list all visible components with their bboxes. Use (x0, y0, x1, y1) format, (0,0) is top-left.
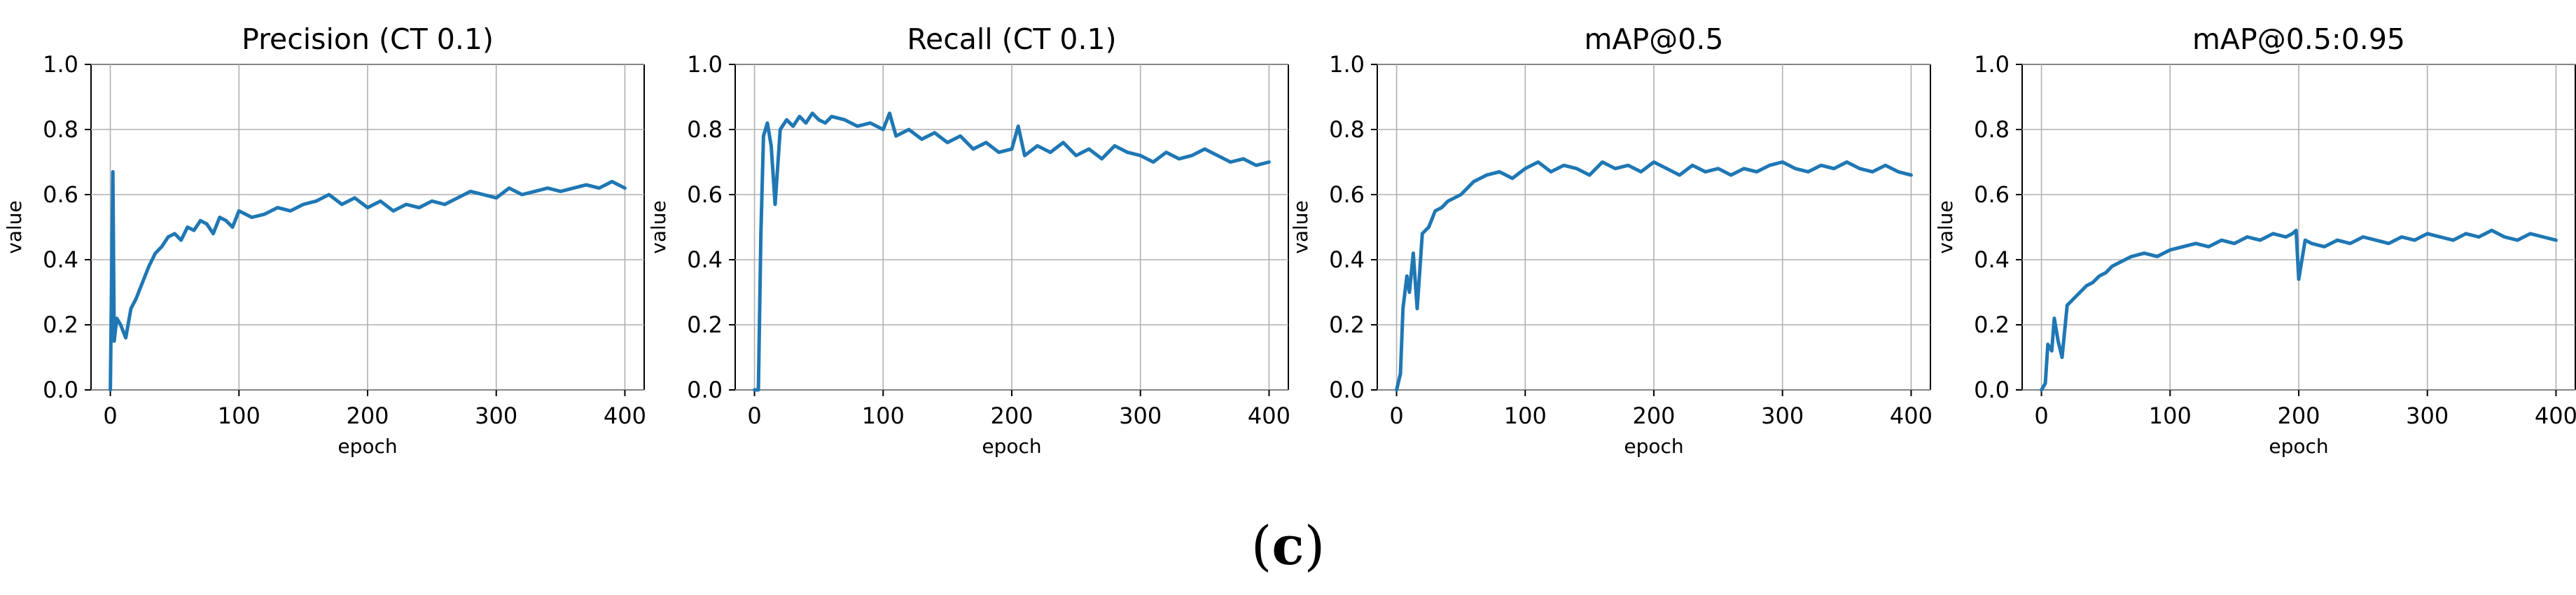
x-tick-label: 0 (103, 402, 117, 429)
tick-labels: 0 100 200 300 400 0.0 0.2 0.4 0.6 0.8 1.0 (1329, 51, 1933, 429)
y-tick-label: 0.0 (1329, 377, 1365, 403)
y-tick-label: 0.2 (43, 312, 78, 338)
x-tick-label: 200 (2277, 402, 2320, 429)
y-tick-label: 0.8 (687, 116, 723, 143)
grid-lines (1377, 64, 1930, 391)
y-tick-label: 0.2 (1974, 312, 2010, 338)
grid-lines (735, 64, 1288, 391)
chart-title: mAP@0.5:0.95 (2192, 22, 2405, 56)
x-tick-label: 0 (1389, 402, 1403, 429)
x-tick-label: 400 (1248, 402, 1290, 429)
x-tick-label: 400 (604, 402, 646, 429)
y-axis-label: value (3, 200, 26, 253)
y-axis-label: value (1289, 200, 1312, 253)
x-tick-label: 0 (2034, 402, 2048, 429)
x-axis-label: epoch (2269, 435, 2328, 458)
x-tick-label: 200 (1632, 402, 1675, 429)
y-tick-label: 0.8 (43, 116, 78, 143)
series-line-recall (753, 111, 1271, 392)
y-tick-label: 0.4 (1974, 246, 2010, 273)
x-tick-label: 300 (2406, 402, 2449, 429)
tick-marks (85, 64, 626, 396)
x-tick-label: 100 (1504, 402, 1547, 429)
x-tick-label: 0 (747, 402, 761, 429)
y-axis-label: value (647, 200, 670, 253)
x-axis-label: epoch (982, 435, 1041, 458)
chart-panel-map50-95: 0 100 200 300 400 0.0 0.2 0.4 0.6 0.8 1.0 mAP@0.5:… (1934, 22, 2576, 458)
y-tick-label: 1.0 (43, 51, 78, 78)
x-tick-label: 100 (218, 402, 260, 429)
caption-close-paren: ) (1304, 514, 1325, 577)
y-axis-label: value (1934, 200, 1957, 253)
y-tick-label: 1.0 (1974, 51, 2010, 78)
tick-labels: 0 100 200 300 400 0.0 0.2 0.4 0.6 0.8 1.0 (687, 51, 1290, 429)
y-tick-label: 0.6 (1974, 181, 2010, 208)
y-tick-label: 0.4 (687, 246, 723, 273)
y-tick-label: 0.8 (1329, 116, 1365, 143)
tick-marks (729, 64, 1270, 396)
y-tick-label: 0.4 (1329, 246, 1365, 273)
y-tick-label: 1.0 (1329, 51, 1365, 78)
x-axis-label: epoch (337, 435, 397, 458)
chart-title: mAP@0.5 (1585, 22, 1724, 56)
chart-panel-precision: 0 100 200 300 400 0.0 0.2 0.4 0.6 0.8 1.0 Precisio… (3, 22, 646, 458)
y-tick-label: 0.2 (687, 312, 723, 338)
series-line-map50-95 (2040, 228, 2558, 392)
series-line-map50 (1395, 160, 1913, 392)
figure-caption: (c) (0, 514, 2576, 577)
caption-label: c (1272, 514, 1304, 577)
grid-lines (2022, 64, 2575, 391)
x-tick-label: 100 (2149, 402, 2192, 429)
y-tick-label: 0.6 (687, 181, 723, 208)
chart-panel-recall: 0 100 200 300 400 0.0 0.2 0.4 0.6 0.8 1.0 Recall (… (647, 22, 1290, 458)
x-tick-label: 200 (990, 402, 1033, 429)
x-tick-label: 300 (475, 402, 517, 429)
x-tick-label: 100 (862, 402, 905, 429)
x-axis-label: epoch (1624, 435, 1683, 458)
caption-open-paren: ( (1251, 514, 1272, 577)
x-tick-label: 300 (1761, 402, 1804, 429)
tick-marks (1371, 64, 1912, 396)
y-tick-label: 1.0 (687, 51, 723, 78)
grid-lines (91, 64, 644, 391)
tick-labels: 0 100 200 300 400 0.0 0.2 0.4 0.6 0.8 1.0 (1974, 51, 2576, 429)
x-tick-label: 400 (1890, 402, 1933, 429)
y-tick-label: 0.0 (687, 377, 723, 403)
chart-title: Precision (CT 0.1) (242, 22, 494, 56)
chart-title: Recall (CT 0.1) (907, 22, 1116, 56)
y-tick-label: 0.0 (43, 377, 78, 403)
y-tick-label: 0.6 (43, 181, 78, 208)
tick-marks (2016, 64, 2557, 396)
y-tick-label: 0.0 (1974, 377, 2010, 403)
y-tick-label: 0.6 (1329, 181, 1365, 208)
y-tick-label: 0.4 (43, 246, 78, 273)
series-line-precision (109, 169, 627, 392)
x-tick-label: 200 (346, 402, 389, 429)
tick-labels: 0 100 200 300 400 0.0 0.2 0.4 0.6 0.8 1.0 (43, 51, 646, 429)
x-tick-label: 300 (1119, 402, 1162, 429)
y-tick-label: 0.8 (1974, 116, 2010, 143)
y-tick-label: 0.2 (1329, 312, 1365, 338)
x-tick-label: 400 (2535, 402, 2576, 429)
